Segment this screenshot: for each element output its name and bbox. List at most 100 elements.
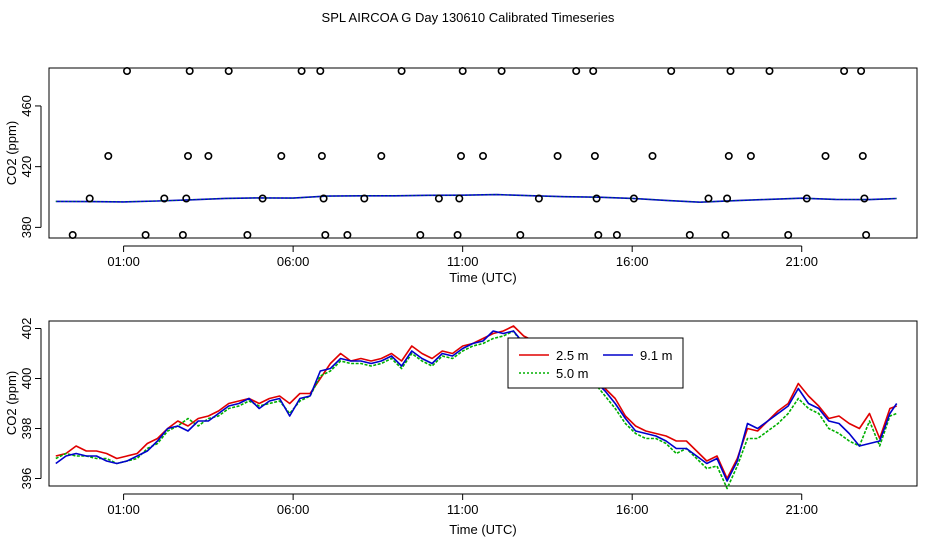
top-data-point bbox=[667, 67, 676, 76]
chart-title: SPL AIRCOA G Day 130610 Calibrated Times… bbox=[322, 10, 615, 25]
top-data-point bbox=[224, 67, 233, 76]
top-data-point bbox=[704, 194, 713, 203]
top-data-point bbox=[277, 152, 286, 161]
top-series-layer bbox=[55, 193, 897, 203]
top-y-axis: 380 420 460 bbox=[19, 95, 42, 238]
top-data-point bbox=[397, 67, 406, 76]
bottom-series-layer bbox=[55, 325, 898, 490]
top-data-point bbox=[317, 152, 326, 161]
top-data-point bbox=[478, 152, 487, 161]
top-plot-frame bbox=[48, 67, 918, 239]
top-data-point bbox=[416, 231, 425, 240]
top-data-point bbox=[184, 152, 193, 161]
top-y-tick-label: 420 bbox=[19, 156, 34, 178]
bottom-y-tick-label: 400 bbox=[19, 368, 34, 390]
top-data-point bbox=[590, 152, 599, 161]
top-data-point bbox=[343, 231, 352, 240]
legend: 2.5 m 9.1 m 5.0 m bbox=[507, 337, 684, 389]
top-data-point bbox=[594, 231, 603, 240]
top-data-point bbox=[724, 152, 733, 161]
bottom-x-tick-label: 06:00 bbox=[277, 502, 310, 517]
top-x-tick-label: 21:00 bbox=[785, 254, 818, 269]
bottom-x-tick-label: 16:00 bbox=[616, 502, 649, 517]
top-data-point bbox=[589, 67, 598, 76]
top-data-point bbox=[721, 231, 730, 240]
bottom-x-tick-label: 01:00 bbox=[107, 502, 140, 517]
top-data-point bbox=[316, 67, 325, 76]
top-data-point bbox=[534, 194, 543, 203]
top-y-axis-label: CO2 (ppm) bbox=[4, 121, 19, 185]
top-data-point bbox=[258, 194, 267, 203]
bottom-y-axis: 396 398 400 402 bbox=[19, 318, 42, 490]
bottom-panel: 01:00 06:00 11:00 16:00 21:00 396 398 400 402 T… bbox=[4, 318, 918, 537]
bottom-y-tick-label: 402 bbox=[19, 318, 34, 340]
top-data-point bbox=[123, 67, 132, 76]
top-data-point bbox=[784, 231, 793, 240]
top-data-point bbox=[516, 231, 525, 240]
top-data-point bbox=[860, 194, 869, 203]
top-data-point bbox=[648, 152, 657, 161]
top-data-point bbox=[204, 152, 213, 161]
top-data-point bbox=[182, 194, 191, 203]
legend-label-5-0m: 5.0 m bbox=[556, 366, 589, 381]
bottom-y-axis-label: CO2 (ppm) bbox=[4, 371, 19, 435]
bottom-x-axis: 01:00 06:00 11:00 16:00 21:00 bbox=[107, 493, 818, 517]
top-x-tick-label: 16:00 bbox=[616, 254, 649, 269]
top-data-point bbox=[857, 67, 866, 76]
top-data-point bbox=[497, 67, 506, 76]
top-data-point bbox=[553, 152, 562, 161]
bottom-series-line-9-1-m bbox=[55, 330, 898, 482]
top-data-point bbox=[862, 231, 871, 240]
top-data-point bbox=[185, 67, 194, 76]
legend-label-9-1m: 9.1 m bbox=[640, 348, 673, 363]
top-x-axis: 01:00 06:00 11:00 16:00 21:00 bbox=[107, 245, 818, 269]
top-data-point bbox=[360, 194, 369, 203]
top-data-point bbox=[629, 194, 638, 203]
top-data-point bbox=[572, 67, 581, 76]
top-x-axis-label: Time (UTC) bbox=[449, 270, 516, 285]
top-series-line bbox=[55, 193, 897, 203]
top-data-point bbox=[434, 194, 443, 203]
bottom-x-tick-label: 11:00 bbox=[447, 502, 479, 517]
top-data-point bbox=[377, 152, 386, 161]
bottom-x-tick-label: 21:00 bbox=[785, 502, 818, 517]
top-data-point bbox=[178, 231, 187, 240]
top-y-tick-label: 460 bbox=[19, 95, 34, 117]
top-data-point bbox=[802, 194, 811, 203]
top-data-point bbox=[297, 67, 306, 76]
top-data-point bbox=[85, 194, 94, 203]
top-points-layer bbox=[68, 67, 871, 240]
top-x-tick-label: 01:00 bbox=[107, 254, 140, 269]
bottom-series-line-5-0-m bbox=[55, 330, 897, 490]
top-panel: 01:00 06:00 11:00 16:00 21:00 380 420 460 Time… bbox=[4, 67, 918, 285]
top-data-point bbox=[723, 194, 732, 203]
legend-label-2-5m: 2.5 m bbox=[556, 348, 589, 363]
top-data-point bbox=[321, 231, 330, 240]
bottom-y-tick-label: 398 bbox=[19, 418, 34, 440]
bottom-x-axis-label: Time (UTC) bbox=[449, 522, 516, 537]
top-x-tick-label: 11:00 bbox=[447, 254, 479, 269]
top-data-point bbox=[319, 194, 328, 203]
top-data-point bbox=[141, 231, 150, 240]
top-data-point bbox=[746, 152, 755, 161]
top-data-point bbox=[160, 194, 169, 203]
top-data-point bbox=[458, 67, 467, 76]
top-data-point bbox=[765, 67, 774, 76]
top-data-point bbox=[456, 152, 465, 161]
top-data-point bbox=[243, 231, 252, 240]
top-data-point bbox=[821, 152, 830, 161]
bottom-series-line-2-5-m bbox=[55, 325, 897, 480]
top-data-point bbox=[726, 67, 735, 76]
bottom-plot-frame bbox=[48, 320, 918, 487]
bottom-y-tick-label: 396 bbox=[19, 468, 34, 490]
top-data-point bbox=[840, 67, 849, 76]
top-data-point bbox=[858, 152, 867, 161]
top-x-tick-label: 06:00 bbox=[277, 254, 310, 269]
top-data-point bbox=[455, 194, 464, 203]
legend-box bbox=[507, 337, 684, 389]
top-data-point bbox=[68, 231, 77, 240]
top-data-point bbox=[612, 231, 621, 240]
top-data-point bbox=[104, 152, 113, 161]
top-data-point bbox=[453, 231, 462, 240]
